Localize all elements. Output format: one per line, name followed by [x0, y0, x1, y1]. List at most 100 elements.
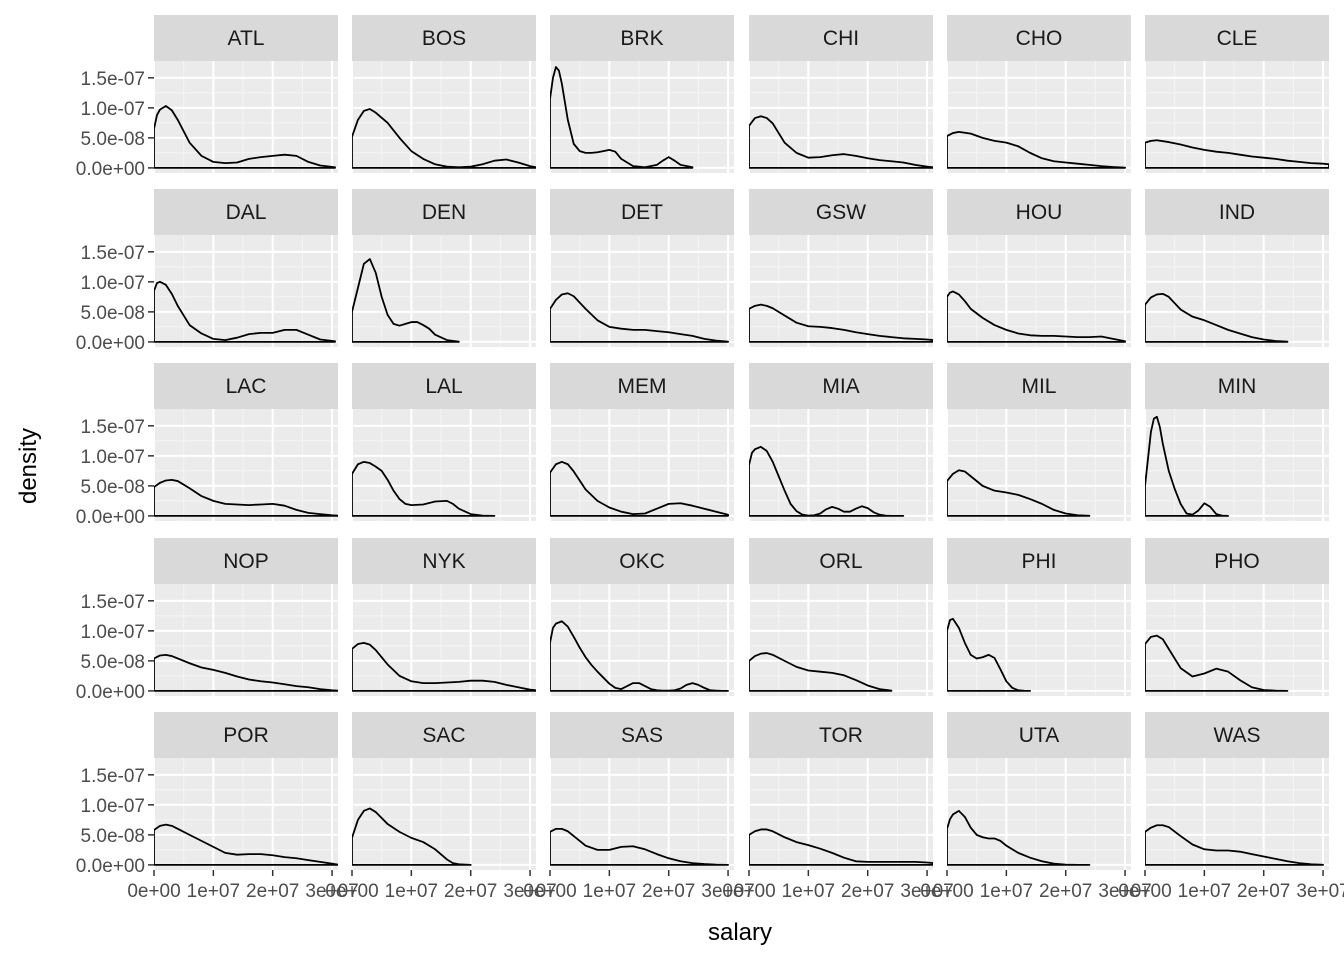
panel-background [352, 235, 536, 347]
panel-background [1145, 235, 1329, 347]
panel-background [352, 409, 536, 521]
y-tick-label: 1.0e-07 [81, 99, 145, 120]
panel-background [947, 235, 1131, 347]
facet-strip [749, 538, 933, 584]
facet-tor: TOR [748, 712, 933, 870]
density-curve-brk [550, 66, 694, 169]
density-curve-orl [749, 652, 893, 692]
facet-strip-label: UTA [1019, 724, 1059, 747]
facet-min: MIN [1144, 363, 1329, 521]
facet-lal: LAL [351, 363, 536, 521]
density-curve-lac [154, 478, 338, 517]
density-curve-sac [352, 807, 472, 866]
x-tick-label: 2e+07 [444, 881, 497, 902]
density-curve-mia [749, 445, 905, 517]
facet-nyk: NYK [351, 538, 536, 696]
facet-den: DEN [351, 189, 536, 347]
x-tick-label: 1e+07 [385, 881, 438, 902]
y-tick-label: 0.0e+00 [76, 159, 145, 180]
facet-strip [550, 363, 734, 409]
facet-strip [749, 189, 933, 235]
facet-sac: SAC [351, 712, 536, 870]
y-tick-label: 1.0e-07 [81, 622, 145, 643]
density-curve-hou [947, 290, 1126, 343]
density-curve-phi [947, 617, 1031, 692]
x-tick-label: 2e+07 [1039, 881, 1092, 902]
facet-strip-label: SAS [621, 724, 663, 747]
facet-strip [352, 538, 536, 584]
facet-pho: PHO [1144, 538, 1329, 696]
x-tick-label: 3e+07 [503, 881, 556, 902]
density-curve-den [352, 258, 460, 343]
facet-brk: BRK [549, 15, 734, 173]
facet-strip-label: WAS [1213, 724, 1260, 747]
y-tick-label: 1.0e-07 [81, 796, 145, 817]
facet-strip [749, 15, 933, 61]
facet-strip [550, 189, 734, 235]
facet-strip-label: CLE [1217, 27, 1258, 50]
density-curve-tor [749, 828, 933, 866]
facet-strip [550, 15, 734, 61]
density-curve-nyk [352, 641, 536, 692]
x-tick-label: 0e+00 [325, 881, 378, 902]
facet-panels: ATL BOS BRK CHI CHO CLE DAL DEN DET GSW HOU IND LAC L… [153, 15, 1329, 870]
x-tick-label: 0e+00 [523, 881, 576, 902]
y-tick-label: 5.0e-08 [81, 826, 145, 847]
facet-strip-label: LAC [226, 375, 267, 398]
facet-okc: OKC [549, 538, 734, 696]
facet-strip-label: BOS [422, 27, 466, 50]
facet-sas: SAS [549, 712, 734, 870]
panel-background [749, 409, 933, 521]
panel-background [154, 235, 338, 347]
facet-strip-label: CHI [823, 27, 859, 50]
facet-strip [154, 363, 338, 409]
facet-strip [154, 712, 338, 758]
y-tick-label: 0.0e+00 [76, 856, 145, 877]
facet-strip [352, 15, 536, 61]
facet-hou: HOU [946, 189, 1131, 347]
density-curve-cle [1145, 139, 1329, 169]
facet-strip-label: CHO [1016, 27, 1063, 50]
axes: 0.0e+00 5.0e-08 1.0e-07 1.5e-07 0.0e+00 5.0e-… [76, 69, 1344, 902]
y-tick-label: 1.5e-07 [81, 417, 145, 438]
facet-strip-label: LAL [425, 375, 462, 398]
facet-gsw: GSW [748, 189, 933, 347]
y-tick-label: 0.0e+00 [76, 507, 145, 528]
panel-background [947, 61, 1131, 173]
facet-nop: NOP [153, 538, 338, 696]
x-tick-label: 2e+07 [642, 881, 695, 902]
x-tick-label: 0e+00 [127, 881, 180, 902]
y-tick-label: 1.0e-07 [81, 447, 145, 468]
density-curve-chi [749, 115, 933, 169]
facet-uta: UTA [946, 712, 1131, 870]
density-curve-atl [154, 105, 336, 169]
density-curve-mem [550, 460, 729, 517]
x-tick-label: 1e+07 [782, 881, 835, 902]
facet-chi: CHI [748, 15, 933, 173]
facet-strip-label: MEM [618, 375, 667, 398]
density-curve-mil [947, 469, 1091, 517]
facet-strip [352, 189, 536, 235]
facet-strip-label: PHO [1214, 550, 1260, 573]
y-tick-label: 1.5e-07 [81, 243, 145, 264]
facet-strip [1145, 189, 1329, 235]
panel-background [352, 758, 536, 870]
facet-strip-label: IND [1219, 201, 1255, 224]
density-curve-dal [154, 280, 336, 343]
density-curve-sas [550, 827, 729, 866]
density-curve-nop [154, 653, 338, 692]
facet-strip [1145, 538, 1329, 584]
facet-strip [947, 189, 1131, 235]
x-tick-label: 3e+07 [701, 881, 754, 902]
panel-background [749, 235, 933, 347]
panel-background [550, 409, 734, 521]
y-tick-label: 5.0e-08 [81, 477, 145, 498]
facet-strip [550, 538, 734, 584]
y-axis-title: density [15, 428, 42, 504]
panel-background [154, 584, 338, 696]
facet-strip [352, 712, 536, 758]
facet-strip-label: PHI [1021, 550, 1056, 573]
x-tick-label: 2e+07 [246, 881, 299, 902]
panel-background [947, 584, 1131, 696]
